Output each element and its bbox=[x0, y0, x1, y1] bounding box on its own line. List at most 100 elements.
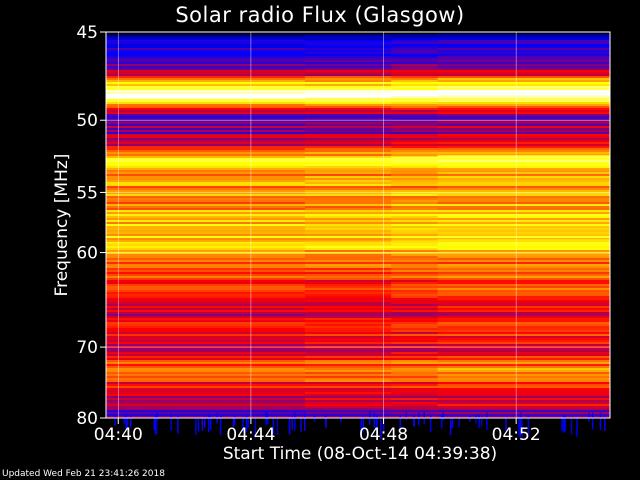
heatmap-cell bbox=[106, 276, 306, 279]
heatmap-cell bbox=[437, 202, 611, 205]
heatmap-cell bbox=[437, 174, 611, 177]
heatmap-cell bbox=[304, 226, 392, 229]
heatmap-cell bbox=[391, 40, 439, 43]
heatmap-cell bbox=[106, 218, 306, 221]
heatmap-cell bbox=[391, 132, 439, 135]
heatmap-cell bbox=[437, 224, 611, 227]
heatmap-cell bbox=[391, 258, 439, 261]
heatmap-cell bbox=[391, 378, 439, 381]
heatmap-cell bbox=[304, 400, 392, 403]
heatmap-cell bbox=[391, 254, 439, 257]
heatmap-cell bbox=[391, 328, 439, 331]
heatmap-cell bbox=[304, 308, 392, 311]
heatmap-cell bbox=[106, 162, 306, 165]
heatmap-cell bbox=[304, 280, 392, 283]
heatmap-cell bbox=[437, 372, 611, 375]
heatmap-cell bbox=[391, 302, 439, 305]
noise-streak bbox=[114, 416, 116, 426]
heatmap-cell bbox=[106, 204, 306, 207]
noise-streak bbox=[469, 415, 471, 422]
heatmap-cell bbox=[437, 136, 611, 139]
heatmap-cell bbox=[106, 206, 306, 209]
heatmap-cell bbox=[304, 176, 392, 179]
heatmap-cell bbox=[304, 246, 392, 249]
heatmap-cell bbox=[391, 260, 439, 263]
noise-streak bbox=[291, 416, 293, 430]
heatmap-cell bbox=[304, 88, 392, 91]
heatmap-cell bbox=[304, 164, 392, 167]
heatmap-cell bbox=[391, 32, 439, 35]
heatmap-cell bbox=[437, 34, 611, 37]
heatmap-cell bbox=[437, 102, 611, 105]
heatmap-cell bbox=[304, 60, 392, 63]
heatmap-cell bbox=[304, 214, 392, 217]
heatmap-cell bbox=[106, 88, 306, 91]
heatmap-cell bbox=[304, 370, 392, 373]
heatmap-cell bbox=[106, 312, 306, 315]
heatmap-cell bbox=[106, 210, 306, 213]
heatmap-cell bbox=[106, 186, 306, 189]
emission-line bbox=[437, 239, 611, 243]
heatmap-cell bbox=[391, 214, 439, 217]
heatmap-cell bbox=[304, 202, 392, 205]
heatmap-cell bbox=[437, 232, 611, 235]
heatmap-cell bbox=[391, 114, 439, 117]
heatmap-cell bbox=[391, 44, 439, 47]
heatmap-cell bbox=[437, 300, 611, 303]
heatmap-cell bbox=[391, 84, 439, 87]
heatmap-cell bbox=[304, 326, 392, 329]
heatmap-cell bbox=[437, 162, 611, 165]
heatmap-cell bbox=[437, 86, 611, 89]
heatmap-cell bbox=[391, 396, 439, 399]
heatmap-cell bbox=[106, 66, 306, 69]
heatmap-cell bbox=[437, 388, 611, 391]
heatmap-cell bbox=[106, 270, 306, 273]
heatmap-cell bbox=[106, 58, 306, 61]
heatmap-cell bbox=[304, 148, 392, 151]
heatmap-cell bbox=[437, 402, 611, 405]
heatmap-cell bbox=[391, 270, 439, 273]
heatmap-cell bbox=[437, 164, 611, 167]
heatmap-cell bbox=[391, 72, 439, 75]
heatmap-cell bbox=[437, 48, 611, 51]
heatmap-cell bbox=[437, 358, 611, 361]
heatmap-cell bbox=[437, 406, 611, 409]
heatmap-cell bbox=[437, 370, 611, 373]
heatmap-cell bbox=[437, 362, 611, 365]
heatmap-cell bbox=[391, 190, 439, 193]
heatmap-cell bbox=[391, 152, 439, 155]
heatmap-cell bbox=[304, 42, 392, 45]
noise-streak bbox=[478, 414, 480, 428]
heatmap-cell bbox=[106, 52, 306, 55]
heatmap-cell bbox=[437, 94, 611, 97]
heatmap-cell bbox=[437, 238, 611, 241]
heatmap-cell bbox=[304, 180, 392, 183]
heatmap-cell bbox=[437, 118, 611, 121]
heatmap-cell bbox=[391, 388, 439, 391]
heatmap-cell bbox=[391, 120, 439, 123]
heatmap-cell bbox=[106, 288, 306, 291]
heatmap-cell bbox=[391, 370, 439, 373]
heatmap-cell bbox=[106, 396, 306, 399]
heatmap-cell bbox=[304, 40, 392, 43]
heatmap-cell bbox=[391, 356, 439, 359]
heatmap-cell bbox=[304, 84, 392, 87]
heatmap-cell bbox=[391, 104, 439, 107]
heatmap-cell bbox=[437, 356, 611, 359]
emission-line bbox=[304, 92, 392, 98]
heatmap-cell bbox=[304, 220, 392, 223]
heatmap-cell bbox=[304, 118, 392, 121]
heatmap-cell bbox=[391, 210, 439, 213]
x-tick-label: 04:44 bbox=[226, 425, 275, 445]
noise-streak bbox=[561, 417, 563, 432]
heatmap-cell bbox=[437, 400, 611, 403]
heatmap-cell bbox=[437, 316, 611, 319]
heatmap-cell bbox=[437, 108, 611, 111]
heatmap-cell bbox=[437, 334, 611, 337]
heatmap-cell bbox=[304, 228, 392, 231]
heatmap-cell bbox=[437, 130, 611, 133]
heatmap-cell bbox=[106, 292, 306, 295]
heatmap-cell bbox=[437, 166, 611, 169]
heatmap-cell bbox=[391, 208, 439, 211]
